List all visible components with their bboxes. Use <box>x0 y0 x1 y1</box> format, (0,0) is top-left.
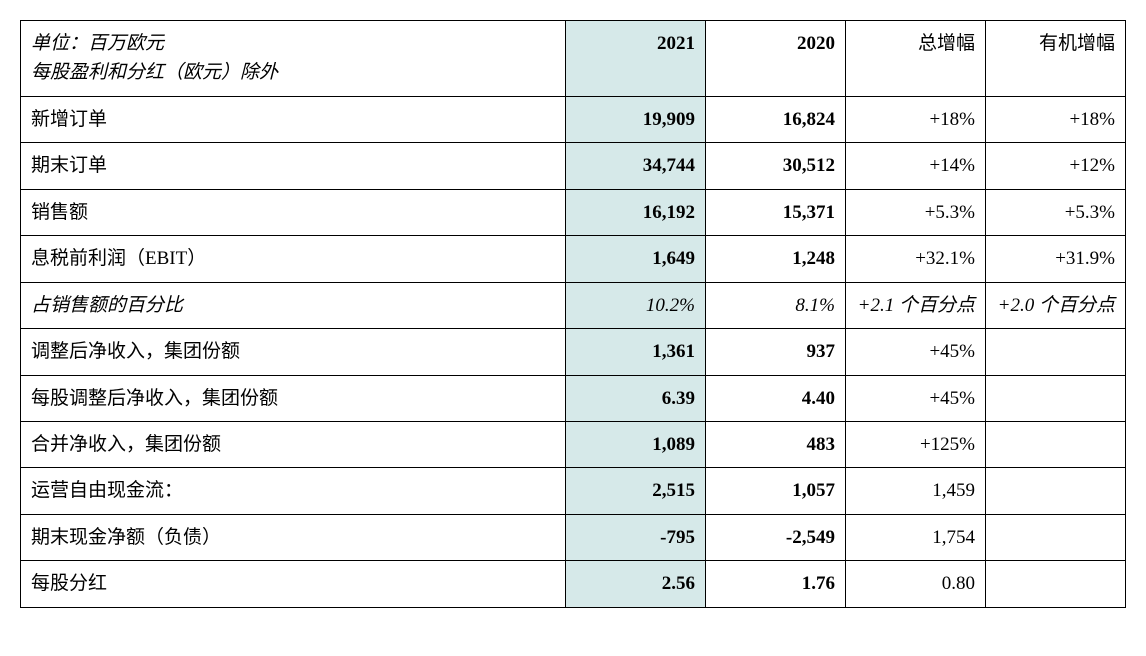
row-organic-change: +18% <box>986 96 1126 142</box>
table-row: 合并净收入，集团份额1,089483+125% <box>21 421 1126 467</box>
table-body: 新增订单19,90916,824+18%+18%期末订单34,74430,512… <box>21 96 1126 607</box>
row-2021: 10.2% <box>566 282 706 328</box>
table-header-row: 单位：百万欧元 每股盈利和分红（欧元）除外 2021 2020 总增幅 有机增幅 <box>21 21 1126 97</box>
header-organic-change: 有机增幅 <box>986 21 1126 97</box>
row-total-change: 0.80 <box>846 561 986 607</box>
row-2020: 1.76 <box>706 561 846 607</box>
row-2020: 1,248 <box>706 236 846 282</box>
table-row: 新增订单19,90916,824+18%+18% <box>21 96 1126 142</box>
row-organic-change: +31.9% <box>986 236 1126 282</box>
row-2021: 6.39 <box>566 375 706 421</box>
row-organic-change: +12% <box>986 143 1126 189</box>
header-2021: 2021 <box>566 21 706 97</box>
row-organic-change <box>986 468 1126 514</box>
header-unit-cell: 单位：百万欧元 每股盈利和分红（欧元）除外 <box>21 21 566 97</box>
header-total-change: 总增幅 <box>846 21 986 97</box>
row-total-change: +5.3% <box>846 189 986 235</box>
row-label: 期末现金净额（负债） <box>21 514 566 560</box>
row-2020: 483 <box>706 421 846 467</box>
row-2020: 1,057 <box>706 468 846 514</box>
row-2021: 34,744 <box>566 143 706 189</box>
row-2020: 937 <box>706 329 846 375</box>
row-organic-change <box>986 561 1126 607</box>
unit-line-1: 单位：百万欧元 <box>31 33 164 54</box>
row-total-change: +45% <box>846 329 986 375</box>
row-label: 期末订单 <box>21 143 566 189</box>
row-2020: 16,824 <box>706 96 846 142</box>
table-row: 期末现金净额（负债）-795-2,5491,754 <box>21 514 1126 560</box>
row-label: 调整后净收入，集团份额 <box>21 329 566 375</box>
row-2020: 15,371 <box>706 189 846 235</box>
row-2020: -2,549 <box>706 514 846 560</box>
row-organic-change <box>986 421 1126 467</box>
row-total-change: +18% <box>846 96 986 142</box>
table-row: 期末订单34,74430,512+14%+12% <box>21 143 1126 189</box>
row-total-change: +2.1 个百分点 <box>846 282 986 328</box>
row-2020: 30,512 <box>706 143 846 189</box>
row-label: 销售额 <box>21 189 566 235</box>
table-row: 调整后净收入，集团份额1,361937+45% <box>21 329 1126 375</box>
table-row: 占销售额的百分比10.2%8.1%+2.1 个百分点+2.0 个百分点 <box>21 282 1126 328</box>
row-organic-change <box>986 514 1126 560</box>
row-label: 新增订单 <box>21 96 566 142</box>
table-row: 销售额16,19215,371+5.3%+5.3% <box>21 189 1126 235</box>
row-2021: 1,649 <box>566 236 706 282</box>
table-row: 运营自由现金流：2,5151,0571,459 <box>21 468 1126 514</box>
row-2021: 16,192 <box>566 189 706 235</box>
row-label: 运营自由现金流： <box>21 468 566 514</box>
row-2020: 4.40 <box>706 375 846 421</box>
row-2021: 2.56 <box>566 561 706 607</box>
unit-line-2: 每股盈利和分红（欧元）除外 <box>31 62 278 83</box>
header-2020: 2020 <box>706 21 846 97</box>
row-organic-change: +2.0 个百分点 <box>986 282 1126 328</box>
row-2021: 2,515 <box>566 468 706 514</box>
table-row: 息税前利润（EBIT）1,6491,248+32.1%+31.9% <box>21 236 1126 282</box>
row-total-change: 1,459 <box>846 468 986 514</box>
row-2021: 1,089 <box>566 421 706 467</box>
row-label: 息税前利润（EBIT） <box>21 236 566 282</box>
row-organic-change <box>986 375 1126 421</box>
row-2021: 19,909 <box>566 96 706 142</box>
row-label: 合并净收入，集团份额 <box>21 421 566 467</box>
row-label: 每股分红 <box>21 561 566 607</box>
table-row: 每股分红2.561.760.80 <box>21 561 1126 607</box>
row-total-change: +32.1% <box>846 236 986 282</box>
row-organic-change: +5.3% <box>986 189 1126 235</box>
row-total-change: +125% <box>846 421 986 467</box>
row-2021: 1,361 <box>566 329 706 375</box>
row-total-change: 1,754 <box>846 514 986 560</box>
financial-table: 单位：百万欧元 每股盈利和分红（欧元）除外 2021 2020 总增幅 有机增幅… <box>20 20 1126 608</box>
row-total-change: +14% <box>846 143 986 189</box>
row-label: 占销售额的百分比 <box>21 282 566 328</box>
row-2021: -795 <box>566 514 706 560</box>
row-2020: 8.1% <box>706 282 846 328</box>
row-organic-change <box>986 329 1126 375</box>
row-label: 每股调整后净收入，集团份额 <box>21 375 566 421</box>
row-total-change: +45% <box>846 375 986 421</box>
table-row: 每股调整后净收入，集团份额6.394.40+45% <box>21 375 1126 421</box>
